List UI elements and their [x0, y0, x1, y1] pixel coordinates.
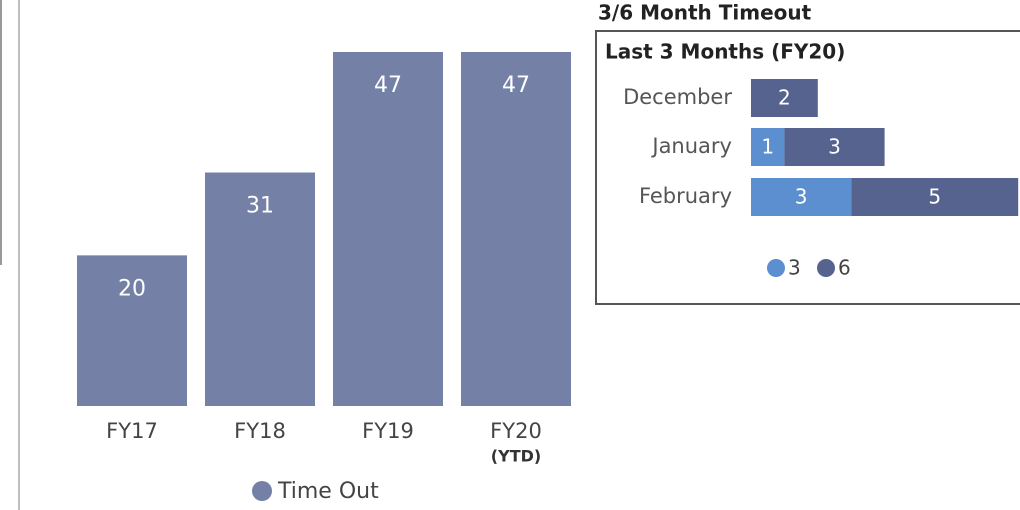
- value-label: 31: [246, 194, 274, 219]
- legend-label: 6: [838, 256, 851, 280]
- annotation: (YTD): [491, 447, 541, 466]
- bar-segment: [751, 79, 818, 117]
- y-tick-label: February: [639, 184, 732, 208]
- value-label: 3: [795, 185, 808, 209]
- bar: [77, 255, 187, 406]
- chart-subtitle: Last 3 Months (FY20): [605, 40, 845, 64]
- value-label: 2: [778, 86, 791, 110]
- value-label: 1: [761, 135, 774, 159]
- legend-marker: [252, 481, 272, 501]
- y-tick-label: January: [650, 134, 732, 158]
- y-tick-label: December: [623, 85, 732, 109]
- legend-label: 3: [788, 256, 801, 280]
- x-tick-label: FY18: [234, 419, 286, 443]
- value-label: 47: [502, 73, 530, 98]
- bar: [461, 52, 571, 406]
- bar-segment: [784, 128, 885, 166]
- chart-title: 3/6 Month Timeout: [598, 1, 812, 25]
- value-label: 3: [828, 135, 841, 159]
- value-label: 20: [118, 276, 146, 301]
- legend-marker: [817, 259, 835, 277]
- x-tick-label: FY20: [490, 419, 542, 443]
- bar-segment: [751, 178, 852, 216]
- value-label: 47: [374, 73, 402, 98]
- legend-label: Time Out: [277, 479, 379, 504]
- bar: [205, 172, 315, 406]
- x-tick-label: FY19: [362, 419, 414, 443]
- bar: [333, 52, 443, 406]
- panel-frame: [595, 30, 1020, 305]
- value-label: 5: [928, 185, 941, 209]
- bar-segment: [751, 128, 785, 166]
- legend-marker: [767, 259, 785, 277]
- bar-segment: [851, 178, 1019, 216]
- x-tick-label: FY17: [106, 419, 158, 443]
